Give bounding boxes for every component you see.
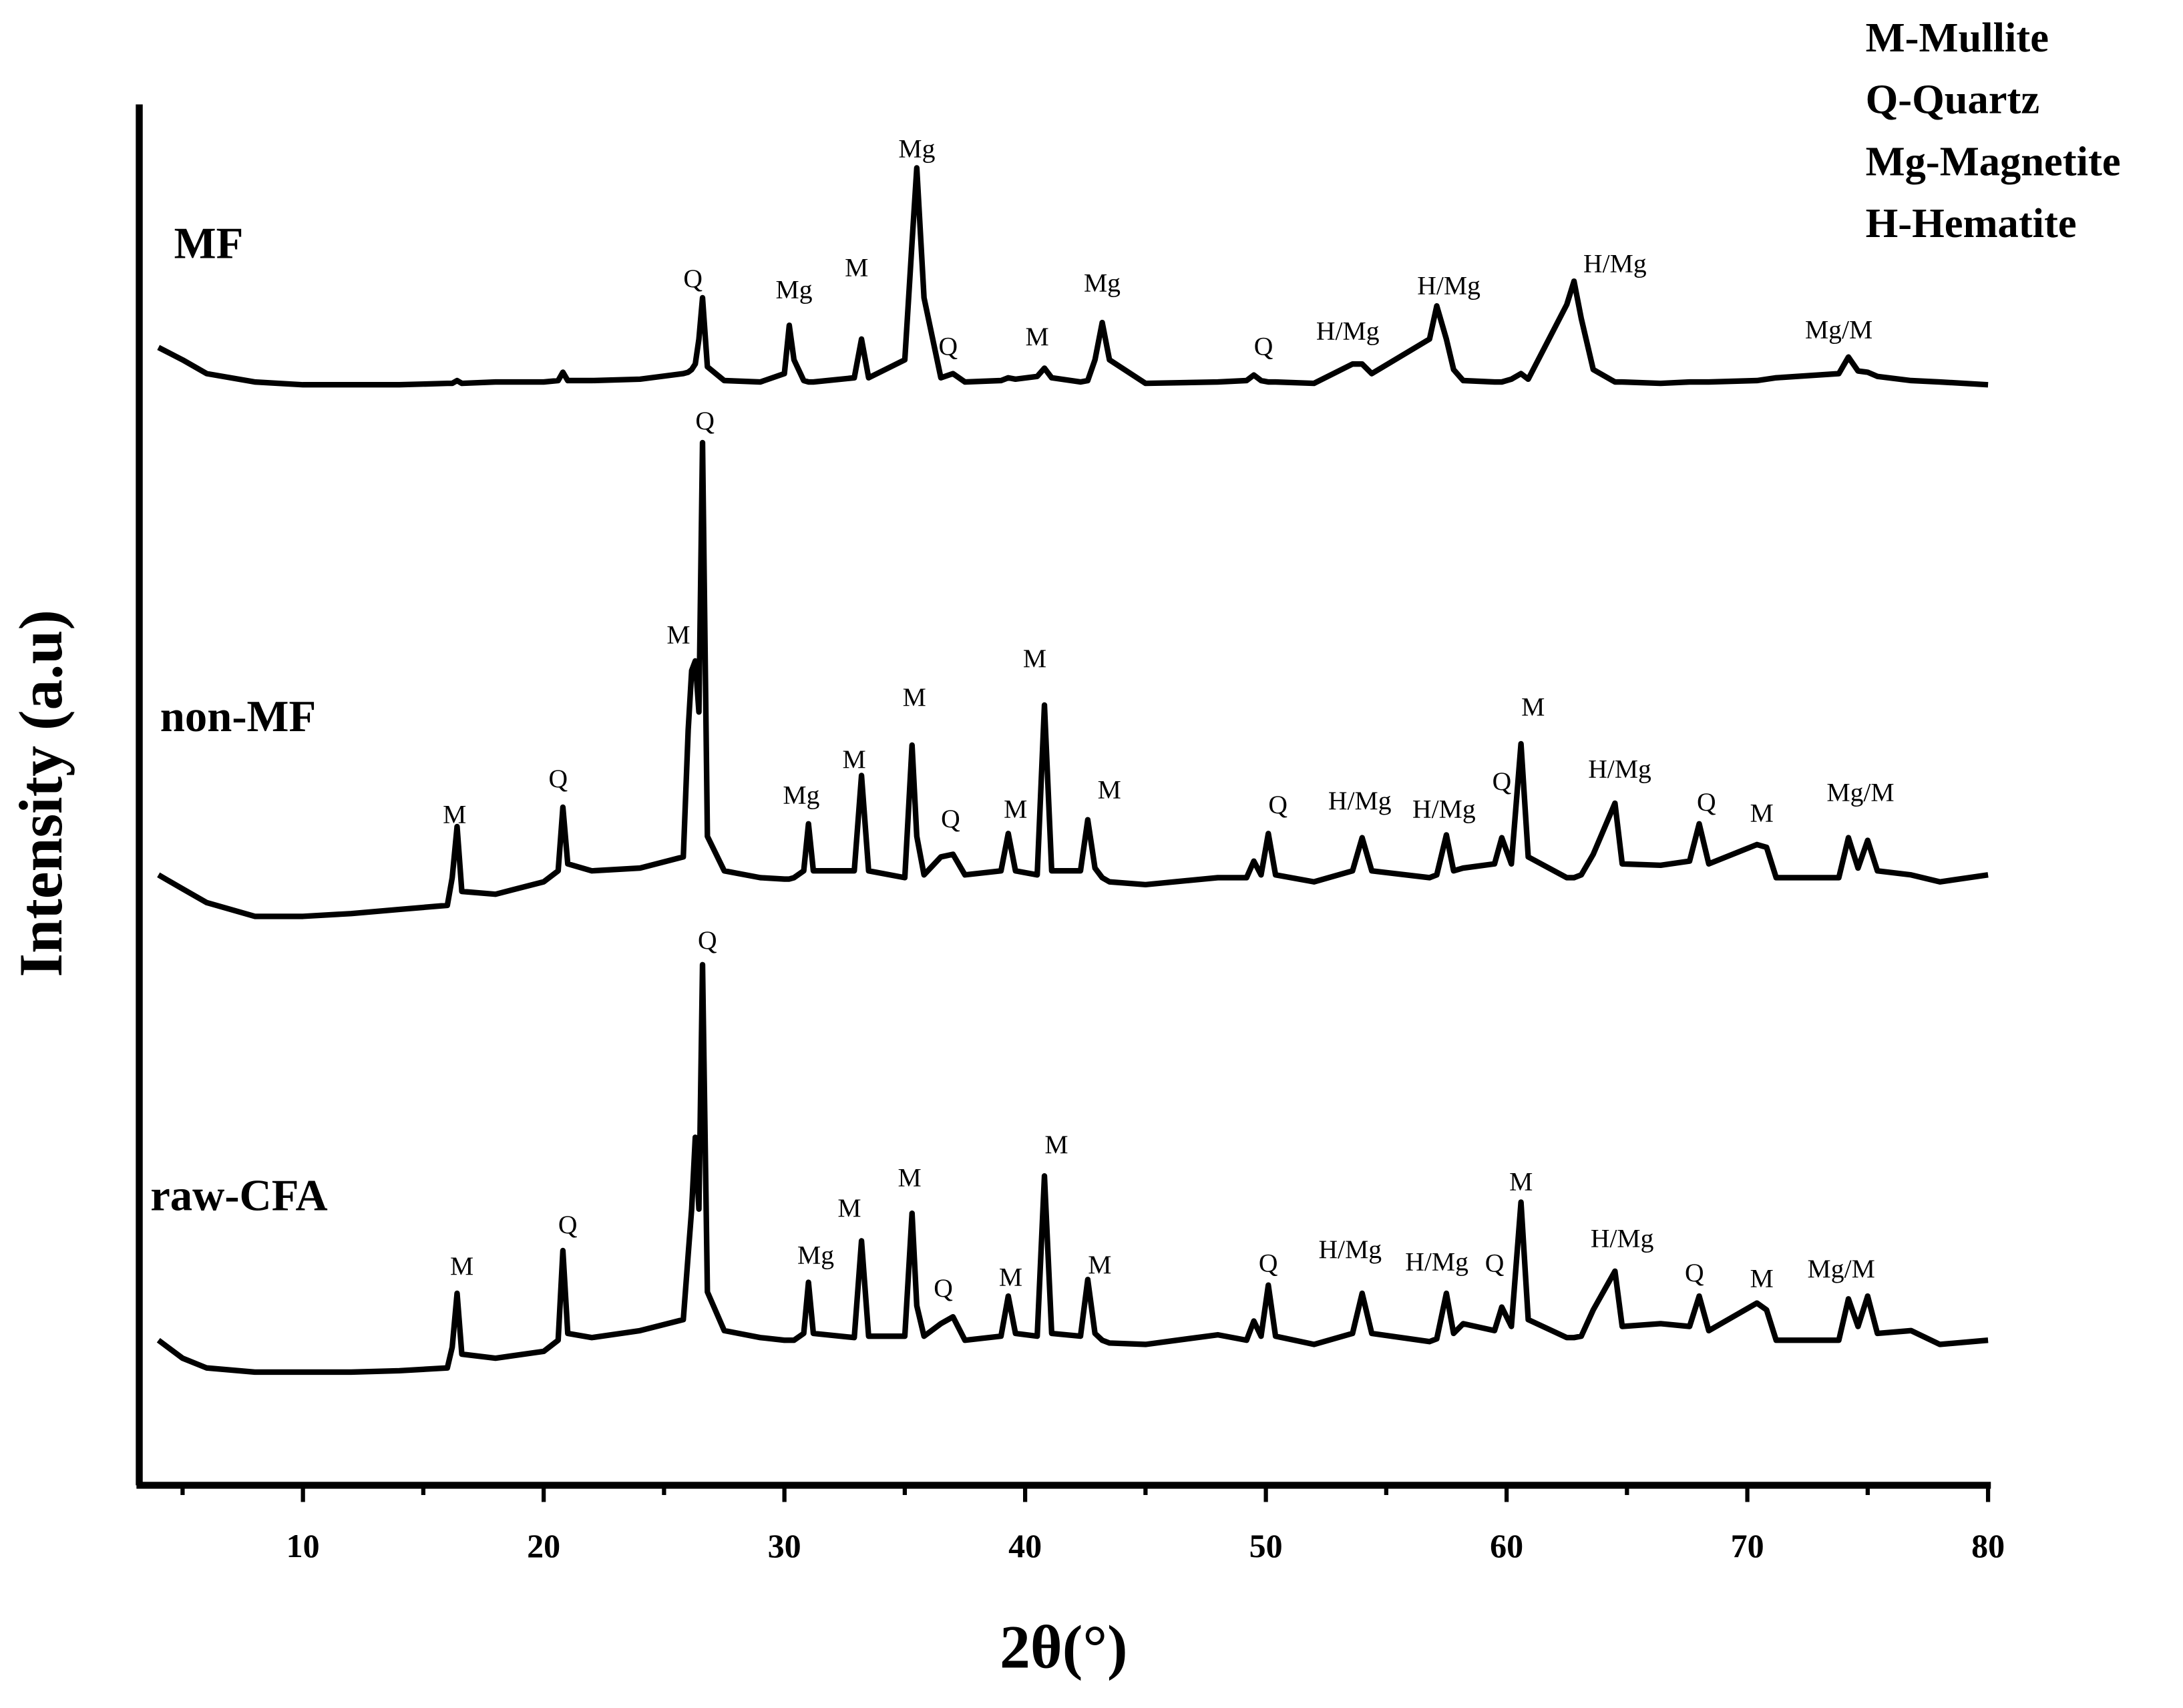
legend-entry: Q-Quartz [1866,76,2039,123]
peak-label: Q [1268,790,1287,819]
peak-label: M [1044,1130,1068,1159]
peak-label: M [1026,322,1049,351]
peak-label: Q [698,925,717,955]
legend-entry: H-Hematite [1866,200,2077,246]
peak-label: Mg/M [1826,777,1894,807]
xrd-pattern [157,439,1989,919]
peak-label: Mg [1084,268,1121,297]
peak-label: M [1004,794,1027,823]
peak-label: M [1509,1167,1533,1197]
legend-entry: M-Mullite [1866,14,2049,61]
peak-label: H/Mg [1591,1223,1654,1253]
peak-label: Mg [797,1240,834,1269]
peak-label: M [443,800,466,829]
peak-label: Q [941,804,960,833]
x-tick-label: 60 [1490,1527,1523,1564]
peak-label: Q [548,764,568,793]
peak-label: M [1098,775,1121,804]
peak-label: H/Mg [1417,271,1480,300]
peak-label: Q [1697,787,1716,817]
peak-label: Q [1685,1258,1704,1287]
peak-label: H/Mg [1583,248,1647,278]
peak-label: Mg [776,275,813,304]
y-axis-title: Intensity (a.u) [7,610,75,977]
peak-label: H/Mg [1318,1235,1382,1264]
peak-label: Mg [898,134,935,164]
peak-label: Q [683,264,703,293]
xrd-pattern [156,962,1989,1375]
series-label: non-MF [160,692,316,741]
peak-label: H/Mg [1328,786,1392,815]
peak-label: Q [938,332,958,361]
x-tick-label: 70 [1731,1527,1764,1564]
peak-label: M [999,1262,1022,1291]
peak-label: M [843,744,866,774]
peak-label: Q [934,1273,953,1303]
xrd-pattern [157,165,1989,388]
peak-label: M [845,253,868,282]
peak-label: Q [695,406,715,435]
x-tick-label: 50 [1249,1527,1283,1564]
x-tick-label: 20 [527,1527,560,1564]
peak-label: Q [1493,767,1512,796]
x-axis-title: 2θ(°) [1000,1613,1128,1681]
series-label: MF [174,219,244,268]
peak-label: Q [1259,1249,1278,1278]
peak-label: Q [1485,1249,1505,1278]
peak-label: Mg [783,781,819,810]
legend-entry: Mg-Magnetite [1866,138,2121,184]
peak-label: M [898,1162,921,1192]
x-tick-label: 10 [286,1527,320,1564]
peak-label: M [1750,1263,1774,1293]
peak-label: Q [558,1210,578,1239]
peak-label: M [666,620,690,650]
peak-label: M [1750,799,1774,828]
peak-label: Q [1254,332,1273,361]
peak-label: H/Mg [1412,794,1476,823]
series-label: raw-CFA [150,1171,327,1220]
peak-label: M [1088,1250,1111,1279]
peak-label: M [903,682,926,712]
peak-label: H/Mg [1405,1247,1468,1277]
peak-label: H/Mg [1588,754,1651,783]
peak-label: H/Mg [1316,316,1380,346]
peak-label: M [837,1193,861,1223]
x-tick-label: 40 [1008,1527,1042,1564]
peak-label: Mg/M [1808,1254,1875,1283]
peak-label: M [1023,644,1046,673]
peak-label: Mg/M [1805,315,1872,345]
x-tick-label: 80 [1971,1527,2005,1564]
peak-label: M [450,1251,473,1281]
x-tick-label: 30 [768,1527,801,1564]
peak-label: M [1521,692,1545,721]
